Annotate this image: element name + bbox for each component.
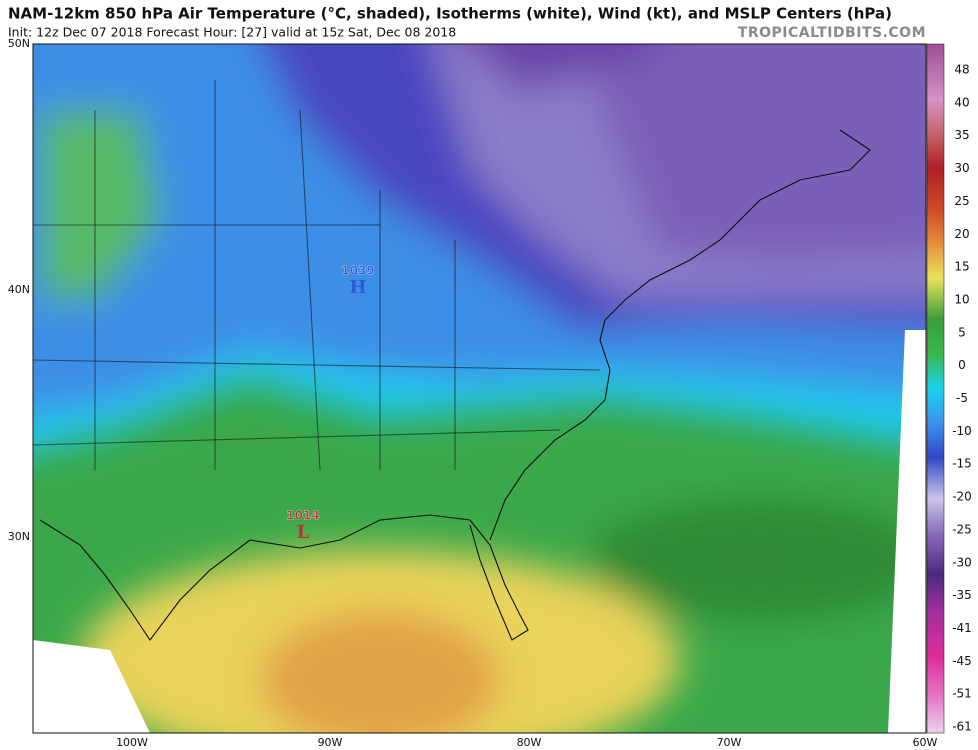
colorbar-label: -41 xyxy=(952,621,972,635)
pressure-symbol: L xyxy=(297,522,310,543)
colorbar-label: -45 xyxy=(952,654,972,668)
colorbar-label: 5 xyxy=(958,325,966,339)
colorbar-label: 35 xyxy=(954,128,969,142)
colorbar-label: -35 xyxy=(952,588,972,602)
latitude-label: 30N xyxy=(8,530,30,543)
latitude-label: 50N xyxy=(8,37,30,50)
colorbar-label: -20 xyxy=(952,490,972,504)
colorbar-label: 40 xyxy=(954,95,969,109)
pressure-symbol: H xyxy=(349,277,366,298)
colorbar xyxy=(926,43,945,734)
pressure-value: 1039 xyxy=(341,264,374,278)
colorbar-label: 0 xyxy=(958,358,966,372)
watermark: TROPICALTIDBITS.COM xyxy=(738,25,926,41)
colorbar-label: 48 xyxy=(954,63,969,77)
longitude-label: 60W xyxy=(913,736,938,749)
coastlines xyxy=(33,80,871,641)
longitude-label: 90W xyxy=(318,736,343,749)
map-frame xyxy=(32,43,927,734)
longitude-label: 100W xyxy=(116,736,148,749)
title: NAM-12km 850 hPa Air Temperature (°C, sh… xyxy=(8,5,892,23)
colorbar-label: -30 xyxy=(952,555,972,569)
longitude-label: 70W xyxy=(717,736,742,749)
latitude-label: 40N xyxy=(8,283,30,296)
colorbar-label: -25 xyxy=(952,522,972,536)
colorbar-label: 30 xyxy=(954,161,969,175)
colorbar-label: 10 xyxy=(954,292,969,306)
colorbar-label: 15 xyxy=(954,260,969,274)
subtitle: Init: 12z Dec 07 2018 Forecast Hour: [27… xyxy=(8,25,456,40)
colorbar-label: -15 xyxy=(952,457,972,471)
colorbar-label: 20 xyxy=(954,227,969,241)
pressure-value: 1014 xyxy=(286,509,319,523)
colorbar-label: -51 xyxy=(952,687,972,701)
colorbar-label: -5 xyxy=(956,391,968,405)
colorbar-label: -61 xyxy=(952,720,972,734)
colorbar-label: 25 xyxy=(954,194,969,208)
longitude-label: 80W xyxy=(517,736,542,749)
colorbar-label: -10 xyxy=(952,424,972,438)
